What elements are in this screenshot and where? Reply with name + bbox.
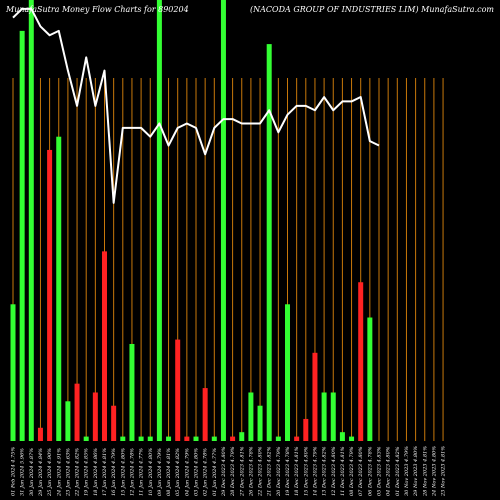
money-flow-bar [37, 427, 43, 441]
x-tick-label: 01 Dec 2023 4.82% [395, 446, 401, 496]
x-tick-label: 08 Dec 2023 4.79% [349, 446, 355, 496]
x-tick-label: 11 Jan 2024 4.77% [139, 448, 145, 496]
money-flow-bar [74, 383, 80, 441]
price-line-layer [12, 7, 380, 204]
money-flow-bar [166, 436, 172, 441]
x-tick-label: 01 Jan 2024 4.77% [212, 448, 218, 496]
x-axis-tick-labels: 01 Feb 2024 4.75% 31 Jan 2024 5.96% 30 Jan… [11, 446, 447, 497]
x-tick-label: 10 Jan 2024 4.80% [148, 448, 154, 496]
money-flow-bar [339, 432, 345, 441]
x-tick-label: 20 Dec 2023 4.79% [276, 446, 282, 497]
x-tick-label: 30 Jan 2024 4.87% [29, 448, 35, 496]
x-tick-label: 05 Dec 2023 4.83% [377, 446, 383, 496]
x-tick-label: 17 Jan 2024 4.81% [102, 448, 108, 496]
money-flow-bar [138, 436, 144, 441]
x-tick-label: 09 Jan 2024 4.79% [157, 448, 163, 496]
money-flow-bar [83, 436, 89, 441]
money-flow-bar [275, 436, 281, 441]
money-flow-bar [257, 405, 263, 441]
money-flow-bar [321, 392, 327, 441]
x-tick-label: 29 Nov 2023 4.80% [413, 446, 419, 497]
x-tick-label: 13 Dec 2023 4.82% [322, 446, 328, 496]
money-flow-bar [230, 436, 236, 441]
money-flow-bar [47, 149, 53, 441]
money-flow-bar [184, 436, 190, 441]
money-flow-bar [303, 418, 309, 441]
money-flow-bar [294, 436, 300, 441]
x-tick-label: 22 Jan 2024 4.82% [75, 448, 81, 497]
money-flow-bar [56, 136, 62, 441]
x-tick-label: 26 Dec 2023 4.78% [248, 446, 254, 497]
x-tick-label: 27 Dec 2023 4.81% [239, 446, 245, 497]
x-tick-label: 28 Dec 2023 4.79% [230, 446, 236, 497]
money-flow-bar [102, 251, 107, 441]
x-tick-label: 25 Jan 2024 4.90% [47, 448, 53, 497]
money-flow-bar [248, 392, 254, 441]
money-flow-bar [220, 0, 226, 441]
x-tick-label: 12 Dec 2023 4.80% [331, 446, 337, 496]
money-flow-bar [285, 304, 290, 441]
money-flow-bar [193, 436, 199, 441]
money-flow-bar [19, 30, 25, 442]
chart-title-right: (NACODA GROUP OF INDUSTRIES LIM) MunafaS… [250, 5, 494, 14]
money-flow-bar [28, 0, 34, 441]
x-tick-label: 30 Nov 2023 4.79% [404, 446, 410, 496]
money-flow-bars [10, 0, 373, 442]
x-tick-label: 14 Dec 2023 4.79% [312, 446, 318, 496]
x-tick-label: 18 Dec 2023 4.81% [294, 446, 300, 496]
x-tick-label: 12 Jan 2024 4.78% [129, 448, 135, 496]
x-tick-label: 23 Nov 2023 4.81% [441, 446, 447, 497]
x-tick-label: 29 Jan 2024 4.84% [38, 448, 44, 497]
price-line [12, 7, 380, 204]
money-flow-bar [120, 436, 126, 441]
x-tick-label: 22 Dec 2023 4.80% [258, 446, 264, 497]
money-flow-bar [266, 44, 272, 441]
money-flow-bar [239, 432, 245, 441]
money-flow-bar [367, 317, 373, 441]
x-tick-label: 01 Feb 2024 4.75% [11, 447, 17, 496]
x-tick-label: 04 Dec 2023 4.80% [386, 446, 392, 496]
x-tick-label: 19 Jan 2024 4.85% [84, 448, 90, 496]
money-flow-bar [202, 388, 208, 441]
money-flow-bar [92, 392, 98, 441]
x-tick-label: 31 Jan 2024 5.96% [20, 448, 26, 496]
money-flow-bar [330, 392, 336, 441]
x-tick-label: 28 Nov 2023 4.81% [422, 446, 428, 497]
x-tick-label: 24 Nov 2023 4.80% [431, 446, 437, 497]
money-flow-bar [156, 0, 162, 441]
money-flow-bar [349, 436, 355, 441]
money-flow-bar [111, 405, 117, 441]
x-tick-label: 03 Jan 2024 4.80% [194, 448, 200, 496]
x-tick-label: 24 Jan 2024 4.91% [56, 448, 62, 497]
money-flow-bar [211, 436, 217, 441]
x-tick-label: 23 Jan 2024 4.63% [65, 448, 71, 497]
x-tick-label: 06 Dec 2023 4.78% [367, 446, 373, 496]
money-flow-bar [358, 282, 364, 441]
money-flow-bar [65, 401, 71, 441]
x-tick-label: 19 Dec 2023 4.78% [285, 446, 291, 496]
x-tick-label: 15 Jan 2024 4.80% [120, 448, 126, 496]
x-tick-label: 18 Jan 2024 4.86% [93, 448, 99, 496]
x-tick-label: 05 Jan 2024 4.82% [175, 448, 181, 496]
x-tick-label: 08 Jan 2024 4.81% [166, 448, 172, 496]
money-flow-bar [312, 352, 318, 441]
money-flow-bar [129, 343, 135, 441]
money-flow-bar [147, 436, 153, 441]
chart-title-left: MunafaSutra Money Flow Charts for 890204 [5, 5, 189, 14]
x-tick-label: 02 Jan 2024 4.78% [203, 448, 209, 496]
x-tick-label: 04 Jan 2024 4.79% [184, 448, 190, 496]
x-tick-label: 21 Dec 2023 4.82% [267, 446, 273, 497]
x-tick-label: 07 Dec 2023 4.80% [358, 446, 364, 496]
money-flow-bar [10, 304, 16, 441]
money-flow-bar [175, 339, 181, 441]
x-tick-label: 11 Dec 2023 4.81% [340, 446, 346, 496]
x-tick-label: 15 Dec 2023 4.80% [303, 446, 309, 496]
x-tick-label: 16 Jan 2024 4.79% [111, 448, 117, 496]
x-tick-label: 29 Dec 2023 4.80% [221, 446, 227, 497]
